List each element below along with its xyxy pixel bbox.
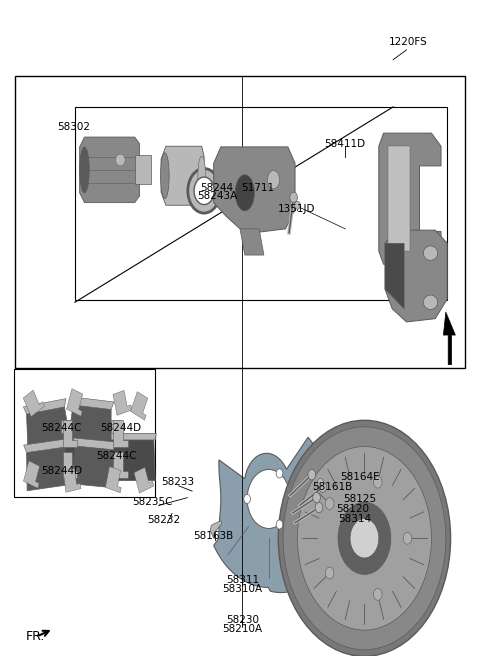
Ellipse shape (325, 498, 334, 510)
Polygon shape (113, 390, 132, 415)
Polygon shape (24, 399, 66, 414)
Ellipse shape (244, 494, 251, 503)
Polygon shape (59, 440, 105, 481)
Ellipse shape (267, 171, 279, 189)
Text: 58125: 58125 (343, 494, 376, 504)
Bar (75, 107, 447, 300)
Polygon shape (240, 229, 264, 255)
Text: 58311: 58311 (226, 576, 259, 585)
Polygon shape (214, 147, 295, 232)
Polygon shape (71, 446, 114, 488)
Ellipse shape (350, 518, 379, 558)
Ellipse shape (295, 201, 300, 209)
Polygon shape (109, 440, 156, 481)
Ellipse shape (290, 192, 298, 202)
Text: 58210A: 58210A (222, 623, 263, 634)
Ellipse shape (313, 492, 321, 503)
Polygon shape (71, 397, 114, 409)
Text: 58302: 58302 (57, 122, 90, 132)
Ellipse shape (317, 478, 324, 487)
Text: 58244C: 58244C (96, 451, 137, 461)
Polygon shape (113, 452, 128, 478)
Text: 58163B: 58163B (193, 532, 234, 541)
Text: 58120: 58120 (336, 505, 369, 514)
Polygon shape (385, 230, 447, 322)
Text: 58233: 58233 (161, 477, 194, 487)
Ellipse shape (423, 295, 438, 309)
Polygon shape (161, 147, 204, 205)
Ellipse shape (338, 502, 391, 574)
Text: 58244: 58244 (201, 183, 234, 193)
Polygon shape (131, 392, 148, 420)
Polygon shape (23, 390, 45, 417)
Polygon shape (24, 439, 67, 453)
Ellipse shape (308, 470, 316, 480)
Polygon shape (63, 452, 77, 478)
Polygon shape (385, 243, 404, 309)
Text: 58244D: 58244D (100, 423, 142, 433)
Ellipse shape (116, 154, 125, 166)
Text: 1351JD: 1351JD (278, 204, 315, 214)
Ellipse shape (194, 177, 214, 204)
Ellipse shape (373, 589, 382, 600)
Ellipse shape (315, 502, 323, 512)
Polygon shape (26, 407, 71, 452)
Bar (15, 76, 465, 368)
Polygon shape (111, 420, 120, 434)
Polygon shape (210, 520, 222, 538)
Polygon shape (135, 156, 152, 184)
Polygon shape (60, 420, 70, 434)
Polygon shape (444, 312, 456, 365)
Polygon shape (24, 461, 40, 488)
Ellipse shape (188, 169, 220, 213)
Ellipse shape (403, 532, 412, 544)
Ellipse shape (235, 175, 254, 211)
Polygon shape (214, 438, 328, 593)
Ellipse shape (298, 447, 432, 630)
Polygon shape (63, 468, 81, 492)
Ellipse shape (160, 153, 169, 198)
Text: 58314: 58314 (338, 514, 371, 524)
Ellipse shape (198, 156, 205, 195)
Polygon shape (134, 467, 154, 493)
Ellipse shape (319, 482, 326, 492)
Text: 58244D: 58244D (41, 466, 83, 476)
Ellipse shape (325, 567, 334, 579)
Polygon shape (58, 434, 106, 440)
Polygon shape (379, 133, 441, 264)
Ellipse shape (373, 476, 382, 488)
Polygon shape (67, 389, 83, 416)
Text: 58164E: 58164E (340, 472, 380, 482)
Text: 58161B: 58161B (312, 482, 352, 492)
Text: 58230: 58230 (226, 615, 259, 625)
Polygon shape (80, 137, 140, 202)
Text: 58243A: 58243A (197, 191, 237, 201)
Ellipse shape (278, 420, 451, 656)
Text: 58310A: 58310A (222, 584, 263, 594)
Text: 58232: 58232 (147, 515, 180, 525)
Ellipse shape (247, 470, 290, 528)
Polygon shape (106, 466, 121, 493)
Text: 58235C: 58235C (132, 497, 173, 507)
Ellipse shape (423, 246, 438, 260)
Polygon shape (63, 420, 77, 447)
Ellipse shape (283, 427, 446, 650)
Polygon shape (68, 405, 111, 447)
Text: 1220FS: 1220FS (389, 37, 428, 47)
Text: 51711: 51711 (241, 183, 275, 193)
Polygon shape (73, 438, 116, 449)
Text: FR.: FR. (25, 630, 45, 643)
Ellipse shape (276, 469, 283, 478)
Text: 58244C: 58244C (41, 423, 82, 433)
Polygon shape (108, 434, 156, 440)
Polygon shape (26, 447, 70, 491)
Polygon shape (388, 147, 410, 251)
Polygon shape (113, 420, 128, 447)
Ellipse shape (80, 147, 89, 193)
Text: 58411D: 58411D (324, 139, 365, 148)
Ellipse shape (276, 520, 283, 529)
Bar (14, 369, 156, 497)
